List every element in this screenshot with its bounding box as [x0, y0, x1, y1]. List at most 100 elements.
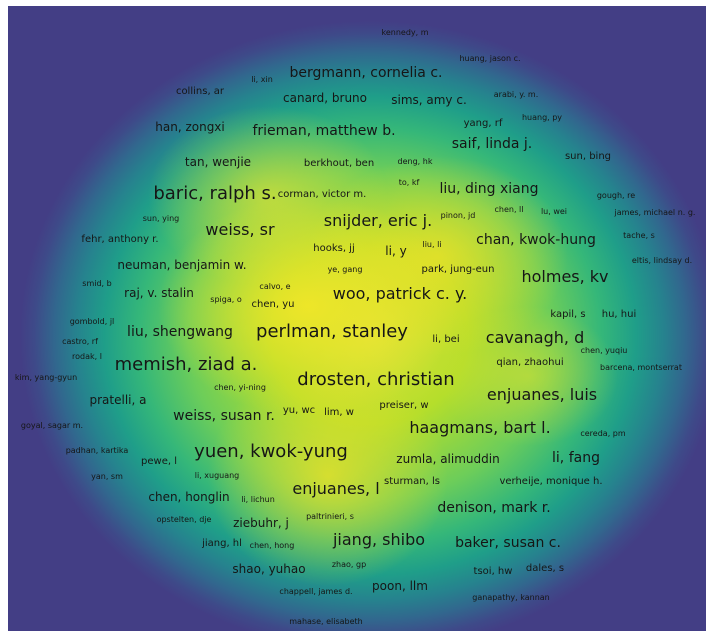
- label-memish-ziad-a: memish, ziad a.: [114, 354, 258, 375]
- label-gough-re: gough, re: [596, 191, 636, 200]
- label-ziebuhr-j: ziebuhr, j: [233, 516, 289, 530]
- label-spiga-o: spiga, o: [210, 295, 242, 304]
- label-tsoi-hw: tsoi, hw: [473, 566, 513, 577]
- label-li-xin: li, xin: [251, 75, 273, 84]
- label-park-jung-eun: park, jung-eun: [421, 264, 495, 275]
- label-li-fang: li, fang: [552, 450, 600, 466]
- label-lim-w: lim, w: [324, 407, 354, 418]
- label-zhao-gp: zhao, gp: [331, 560, 367, 569]
- label-cavanagh-d: cavanagh, d: [485, 328, 585, 347]
- label-baker-susan-c: baker, susan c.: [455, 535, 561, 551]
- label-kennedy-m: kennedy, m: [381, 28, 429, 37]
- label-huang-jason-c: huang, jason c.: [459, 54, 521, 63]
- label-eltis-lindsay-d: eltis, lindsay d.: [631, 256, 693, 265]
- label-james-michael-n-g: james, michael n. g.: [614, 208, 696, 217]
- label-barcena-montserrat: barcena, montserrat: [600, 363, 682, 372]
- label-chappell-james-d: chappell, james d.: [279, 587, 353, 596]
- label-to-kf: to, kf: [398, 178, 420, 187]
- label-yan-sm: yan, sm: [91, 472, 123, 481]
- label-sturman-ls: sturman, ls: [384, 476, 440, 487]
- label-chen-ll: chen, ll: [494, 205, 524, 214]
- label-li-bei: li, bei: [432, 334, 460, 345]
- label-arabi-y-m: arabi, y. m.: [493, 90, 539, 99]
- label-enjuanes-luis: enjuanes, luis: [486, 385, 598, 404]
- label-drosten-christian: drosten, christian: [297, 369, 455, 390]
- label-lu-wei: lu, wei: [540, 207, 568, 216]
- label-zumla-alimuddin: zumla, alimuddin: [396, 452, 500, 466]
- label-haagmans-bart-l: haagmans, bart l.: [409, 418, 551, 437]
- label-bergmann-cornelia-c: bergmann, cornelia c.: [289, 65, 443, 81]
- label-fehr-anthony-r: fehr, anthony r.: [81, 234, 159, 245]
- label-calvo-e: calvo, e: [259, 282, 291, 291]
- label-holmes-kv: holmes, kv: [521, 267, 609, 286]
- label-han-zongxi: han, zongxi: [155, 120, 225, 134]
- label-berkhout-ben: berkhout, ben: [303, 158, 375, 169]
- label-kim-yang-gyun: kim, yang-gyun: [14, 373, 78, 382]
- label-frieman-matthew-b: frieman, matthew b.: [252, 123, 396, 139]
- label-poon-llm: poon, llm: [372, 579, 428, 593]
- label-li-y: li, y: [385, 244, 407, 258]
- label-pratelli-a: pratelli, a: [89, 393, 147, 407]
- label-jiang-shibo: jiang, shibo: [332, 530, 426, 549]
- label-sims-amy-c: sims, amy c.: [391, 93, 467, 107]
- label-yang-rf: yang, rf: [463, 118, 503, 129]
- label-sun-bing: sun, bing: [564, 151, 612, 162]
- label-huang-py: huang, py: [521, 113, 563, 122]
- label-neuman-benjamin-w: neuman, benjamin w.: [117, 258, 247, 272]
- density-map: kennedy, m huang, jason c. li, xin bergm…: [8, 6, 706, 631]
- label-chen-honglin: chen, honglin: [148, 490, 230, 504]
- label-verheije-monique-h: verheije, monique h.: [499, 476, 603, 487]
- label-chen-hong: chen, hong: [249, 541, 295, 550]
- label-liu-ding-xiang: liu, ding xiang: [439, 181, 539, 197]
- label-sun-ying: sun, ying: [142, 214, 180, 223]
- label-mahase-elisabeth: mahase, elisabeth: [289, 617, 363, 626]
- label-chen-yuqiu: chen, yuqiu: [580, 346, 628, 355]
- label-shao-yuhao: shao, yuhao: [232, 562, 306, 576]
- label-perlman-stanley: perlman, stanley: [256, 321, 408, 342]
- label-qian-zhaohui: qian, zhaohui: [496, 357, 564, 368]
- label-li-xuguang: li, xuguang: [194, 471, 240, 480]
- label-denison-mark-r: denison, mark r.: [437, 500, 551, 516]
- label-chan-kwok-hung: chan, kwok-hung: [476, 232, 596, 248]
- label-smid-b: smid, b: [82, 279, 112, 288]
- label-raj-v-stalin: raj, v. stalin: [124, 286, 194, 300]
- label-deng-hk: deng, hk: [397, 157, 433, 166]
- label-weiss-sr: weiss, sr: [205, 220, 275, 239]
- label-collins-ar: collins, ar: [175, 86, 225, 97]
- label-chen-yu: chen, yu: [251, 299, 295, 310]
- label-tache-s: tache, s: [623, 231, 655, 240]
- label-hooks-jj: hooks, jj: [313, 243, 355, 254]
- label-padhan-kartika: padhan, kartika: [65, 446, 129, 455]
- label-cereda-pm: cereda, pm: [580, 429, 626, 438]
- label-preiser-w: preiser, w: [379, 400, 429, 411]
- label-enjuanes-l: enjuanes, l: [292, 479, 380, 498]
- label-tan-wenjie: tan, wenjie: [184, 155, 252, 169]
- label-liu-li: liu, li: [422, 240, 442, 249]
- label-snijder-eric-j: snijder, eric j.: [323, 211, 433, 230]
- label-canard-bruno: canard, bruno: [283, 91, 367, 105]
- label-yu-wc: yu, wc: [282, 405, 316, 416]
- label-gombold-jl: gombold, jl: [69, 317, 115, 326]
- label-ye-gang: ye, gang: [327, 265, 363, 274]
- label-castro-rf: castro, rf: [62, 337, 98, 346]
- label-kapil-s: kapil, s: [550, 309, 586, 320]
- label-dales-s: dales, s: [525, 563, 565, 574]
- label-rodak-l: rodak, l: [72, 352, 102, 361]
- label-ganapathy-kannan: ganapathy, kannan: [472, 593, 550, 602]
- label-woo-patrick-c-y: woo, patrick c. y.: [332, 284, 468, 303]
- label-li-lichun: li, lichun: [241, 495, 275, 504]
- label-liu-shengwang: liu, shengwang: [127, 324, 233, 340]
- label-paltrinieri-s: paltrinieri, s: [306, 512, 354, 521]
- label-jiang-hl: jiang, hl: [202, 538, 242, 549]
- label-corman-victor-m: corman, victor m.: [277, 189, 367, 200]
- label-hu-hui: hu, hui: [601, 309, 637, 320]
- label-baric-ralph-s: baric, ralph s.: [153, 183, 277, 204]
- label-pewe-l: pewe, l: [141, 456, 177, 467]
- label-weiss-susan-r: weiss, susan r.: [173, 408, 275, 424]
- label-chen-yi-ning: chen, yi-ning: [214, 383, 266, 392]
- label-opstelten-dje: opstelten, dje: [156, 515, 212, 524]
- label-yuen-kwok-yung: yuen, kwok-yung: [194, 441, 348, 462]
- label-goyal-sagar-m: goyal, sagar m.: [20, 421, 84, 430]
- label-saif-linda-j: saif, linda j.: [451, 136, 533, 152]
- label-pinon-jd: pinon, jd: [440, 211, 476, 220]
